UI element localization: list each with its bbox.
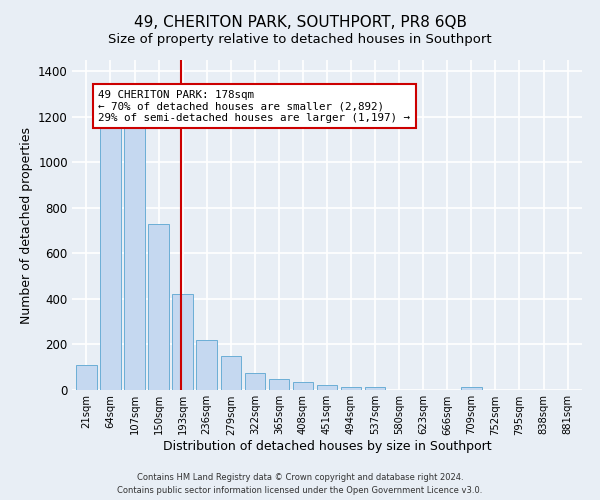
- Bar: [196, 340, 217, 390]
- Bar: [100, 128, 121, 390]
- Bar: [461, 386, 482, 390]
- Bar: [365, 386, 385, 390]
- Bar: [341, 386, 361, 390]
- Text: 49 CHERITON PARK: 178sqm
← 70% of detached houses are smaller (2,892)
29% of sem: 49 CHERITON PARK: 178sqm ← 70% of detach…: [98, 90, 410, 123]
- Text: Size of property relative to detached houses in Southport: Size of property relative to detached ho…: [108, 32, 492, 46]
- Y-axis label: Number of detached properties: Number of detached properties: [20, 126, 32, 324]
- Bar: [293, 382, 313, 390]
- Bar: [148, 224, 169, 390]
- X-axis label: Distribution of detached houses by size in Southport: Distribution of detached houses by size …: [163, 440, 491, 453]
- Text: Contains HM Land Registry data © Crown copyright and database right 2024.
Contai: Contains HM Land Registry data © Crown c…: [118, 474, 482, 495]
- Text: 49, CHERITON PARK, SOUTHPORT, PR8 6QB: 49, CHERITON PARK, SOUTHPORT, PR8 6QB: [133, 15, 467, 30]
- Bar: [317, 386, 337, 390]
- Bar: [245, 373, 265, 390]
- Bar: [221, 356, 241, 390]
- Bar: [269, 378, 289, 390]
- Bar: [124, 128, 145, 390]
- Bar: [76, 365, 97, 390]
- Bar: [172, 294, 193, 390]
